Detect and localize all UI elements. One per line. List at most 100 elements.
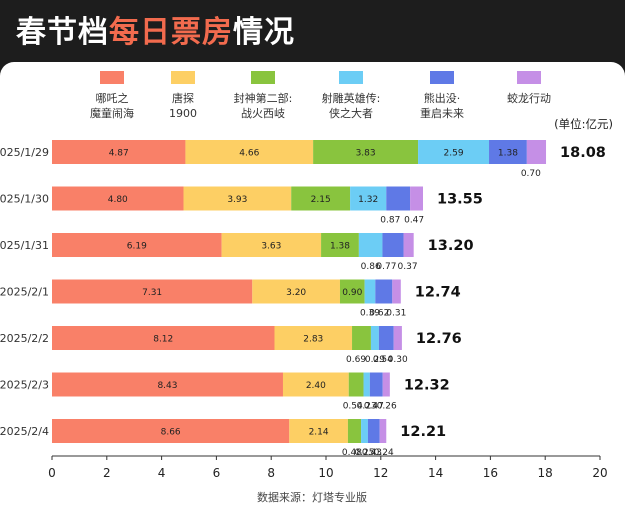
- bar-segment: [282, 372, 349, 397]
- total-label: 18.08: [560, 145, 606, 161]
- x-tick-label: 2: [103, 466, 111, 480]
- legend-label: 侠之大者: [329, 106, 373, 120]
- x-tick-label: 10: [318, 466, 333, 480]
- category-label: 2025/1/29: [0, 146, 49, 159]
- source-note: 数据来源：灯塔专业版: [257, 490, 367, 504]
- x-tick-label: 16: [483, 466, 498, 480]
- category-label: 2025/1/30: [0, 193, 49, 206]
- bar-segment: [52, 140, 186, 164]
- category-label: 2025/2/1: [0, 286, 49, 299]
- title-part-highlight: 每日票房: [109, 15, 233, 50]
- data-label: 0.77: [376, 262, 396, 272]
- bar-segment: [392, 279, 401, 304]
- bar-segment: [183, 186, 292, 211]
- data-label: 2.15: [311, 195, 331, 205]
- bar-segment: [350, 186, 387, 211]
- legend-label: 战火西岐: [241, 107, 285, 120]
- bar-segment: [221, 233, 322, 257]
- data-label: 0.39: [360, 309, 380, 319]
- bar-segment: [52, 326, 275, 350]
- data-label: 4.87: [109, 149, 129, 159]
- data-label: 3.63: [261, 242, 281, 252]
- title-part-1: 春节档: [16, 15, 109, 50]
- bar-segment: [274, 326, 353, 350]
- x-tick-label: 8: [267, 466, 275, 480]
- data-label: 0.70: [521, 169, 541, 179]
- bar-segment: [382, 372, 390, 397]
- total-label: 12.32: [404, 378, 450, 394]
- category-label: 2025/1/31: [0, 239, 49, 252]
- bar-segment: [410, 186, 423, 211]
- data-label: 0.24: [374, 448, 394, 458]
- bar-segment: [386, 186, 411, 211]
- data-label: 2.83: [303, 335, 323, 345]
- data-label: 2.40: [306, 381, 326, 391]
- title-part-3: 情况: [233, 15, 295, 50]
- data-label: 0.87: [380, 216, 400, 226]
- data-label: 1.38: [330, 242, 350, 252]
- x-tick-label: 6: [213, 466, 221, 480]
- bar-segment: [313, 140, 419, 164]
- bar-segment: [526, 140, 547, 164]
- bar-segment: [370, 326, 379, 350]
- data-label: 7.31: [142, 288, 162, 298]
- header: 春节档每日票房情况: [0, 0, 625, 62]
- data-label: 0.47: [404, 216, 424, 226]
- category-label: 2025/2/4: [0, 425, 49, 438]
- total-label: 13.20: [428, 238, 474, 254]
- data-label: 8.43: [157, 381, 177, 391]
- bar-segment: [363, 372, 370, 397]
- data-label: 0.54: [373, 355, 393, 365]
- data-label: 0.29: [365, 355, 385, 365]
- bar-segment: [52, 233, 222, 257]
- bar-segment: [418, 140, 490, 164]
- x-tick-label: 20: [592, 466, 607, 480]
- unit-label: (单位:亿元): [554, 117, 613, 131]
- legend-label: 1900: [169, 107, 197, 120]
- bar-segment: [291, 186, 351, 211]
- data-label: 1.32: [358, 195, 378, 205]
- legend-label: 重启未来: [420, 106, 464, 120]
- total-label: 13.55: [437, 192, 483, 208]
- data-label: 3.83: [356, 149, 376, 159]
- data-label: 2.59: [444, 149, 464, 159]
- legend-label: 熊出没·: [424, 91, 461, 105]
- data-label: 3.20: [286, 288, 306, 298]
- data-label: 0.47: [364, 402, 384, 412]
- bar-segment: [347, 419, 362, 443]
- data-label: 8.12: [153, 335, 173, 345]
- data-label: 3.93: [227, 195, 247, 205]
- data-label: 0.48: [342, 448, 362, 458]
- legend-swatch: [171, 71, 195, 84]
- legend-label: 魔童闹海: [90, 106, 134, 120]
- data-label: 0.86: [361, 262, 381, 272]
- bar-segment: [364, 279, 376, 304]
- category-label: 2025/2/3: [0, 379, 49, 392]
- legend-label: 蛟龙行动: [507, 91, 551, 105]
- data-label: 0.31: [386, 309, 406, 319]
- bar-segment: [382, 233, 404, 257]
- data-label: 4.66: [239, 149, 259, 159]
- data-label: 0.23: [357, 402, 377, 412]
- bar-segment: [348, 372, 364, 397]
- category-label: 2025/2/2: [0, 332, 49, 345]
- bar-segment: [252, 279, 340, 304]
- data-label: 0.62: [369, 309, 389, 319]
- data-label: 0.30: [388, 355, 408, 365]
- bar-segment: [378, 326, 394, 350]
- x-tick-label: 0: [48, 466, 56, 480]
- bar-segment: [52, 279, 253, 304]
- bar-segment: [367, 419, 380, 443]
- total-label: 12.76: [416, 331, 462, 347]
- legend-swatch: [430, 71, 454, 84]
- legend-label: 唐探: [172, 91, 194, 105]
- x-tick-label: 12: [373, 466, 388, 480]
- chart-panel: 哪吒之 魔童闹海 唐探 1900 封神第二部: 战火西岐 射雕英雄传: 侠之大者 熊出没· 重启未…: [0, 62, 625, 517]
- bar-segment: [185, 140, 314, 164]
- data-label: 0.25: [354, 448, 374, 458]
- legend-swatch: [339, 71, 363, 84]
- data-label: 8.66: [161, 428, 181, 438]
- data-label: 4.80: [108, 195, 128, 205]
- data-label: 0.43: [362, 448, 382, 458]
